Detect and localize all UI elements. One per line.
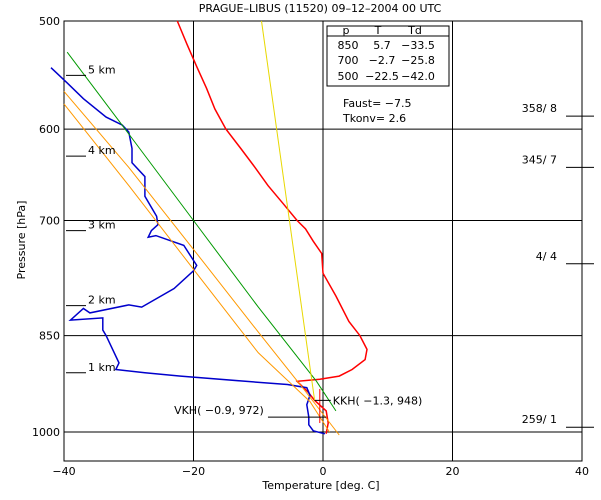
x-tick-label: −20 [182, 465, 205, 478]
series-line [50, 67, 326, 435]
table-cell-p: 500 [338, 70, 359, 83]
data-table: p T Td 850 5.7 −33.5 700 −2.7 −25.8 500 … [326, 24, 450, 87]
y-tick-label: 600 [39, 123, 60, 136]
y-tick-label: 700 [39, 215, 60, 228]
height-label: 3 km [88, 219, 116, 232]
series-line [66, 51, 337, 412]
table-header-p: p [343, 24, 350, 37]
chart-title: PRAGUE–LIBUS (11520) 09–12–2004 00 UTC [199, 2, 442, 15]
table-cell-td: −42.0 [401, 70, 435, 83]
series-line [261, 20, 316, 401]
y-axis-label: Pressure [hPa] [15, 201, 28, 280]
wind-label: 345/ 7 [522, 153, 557, 166]
table-cell-t: 5.7 [373, 39, 391, 52]
table-cell-t: −22.5 [365, 70, 399, 83]
height-label: 1 km [88, 361, 116, 374]
faust-index: Faust= −7.5 [343, 97, 412, 110]
height-label: 2 km [88, 294, 116, 307]
y-tick-label: 1000 [32, 426, 60, 439]
kkh-label: KKH( −1.3, 948) [333, 394, 422, 407]
wind-label: 358/ 8 [522, 102, 557, 115]
vkh-label: VKH( −0.9, 972) [174, 404, 264, 417]
height-label: 5 km [88, 63, 116, 76]
table-cell-td: −33.5 [401, 39, 435, 52]
x-tick-label: 0 [320, 465, 327, 478]
table-header-td: Td [407, 24, 422, 37]
tkonv-index: Tkonv= 2.6 [342, 112, 406, 125]
x-tick-label: 40 [575, 465, 589, 478]
x-tick-label: 20 [446, 465, 460, 478]
series-line [63, 103, 330, 433]
x-tick-label: −40 [52, 465, 75, 478]
x-axis-label: Temperature [deg. C] [261, 479, 379, 492]
table-cell-p: 850 [338, 39, 359, 52]
y-tick-label: 500 [39, 15, 60, 28]
wind-label: 259/ 1 [522, 413, 557, 426]
table-cell-t: −2.7 [369, 54, 396, 67]
table-cell-td: −25.8 [401, 54, 435, 67]
wind-label: 4/ 4 [536, 250, 557, 263]
table-header-t: T [374, 24, 382, 37]
series-line [63, 91, 340, 436]
height-label: 4 km [88, 144, 116, 157]
table-cell-p: 700 [338, 54, 359, 67]
y-tick-label: 850 [39, 330, 60, 343]
